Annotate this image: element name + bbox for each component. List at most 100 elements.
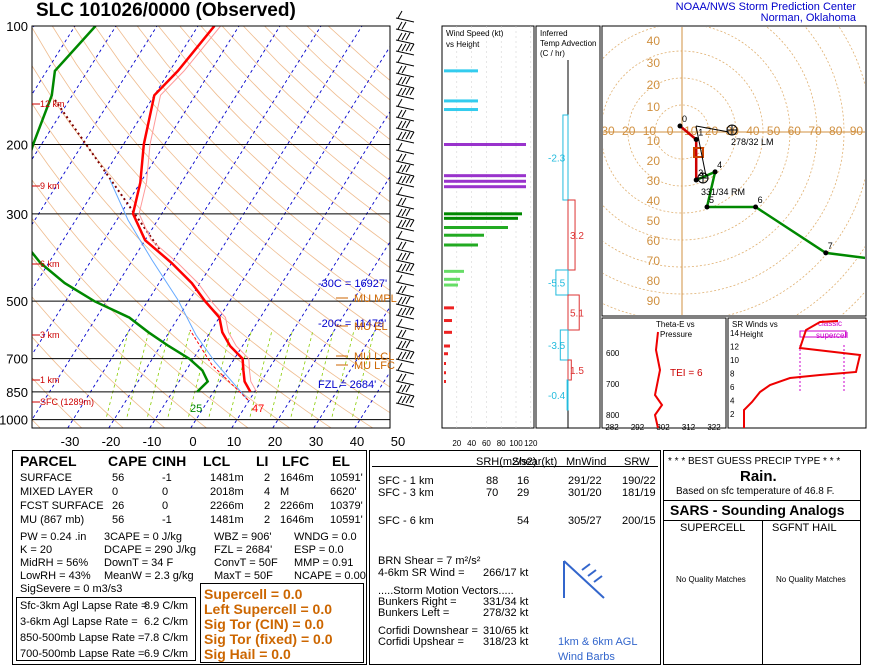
wind-barb-shaft [395,182,415,188]
advection-value: 3.2 [570,231,584,242]
sig-param: Sig Tor (fixed) = 0.0 [204,631,333,647]
wind-barb-flag [405,340,411,349]
advection-box [567,199,576,271]
srwinds-subtitle: Height [740,330,764,339]
wind-panel-subtitle: vs Height [446,40,480,49]
thetae-x-label: 322 [707,423,721,432]
dry-adiabat [32,26,390,388]
corfidi-up-label: Corfidi Upshear = [378,636,464,648]
height-label: 1 km [40,375,60,385]
lapse-value: 6.2 C/km [144,616,189,628]
barb-label-2: Wind Barbs [558,651,615,663]
wind-tick-label: 120 [524,439,538,448]
wind-tick-label: 20 [452,439,461,448]
hodo-y-label: 10 [647,100,661,114]
wind-speed-bar [444,361,446,365]
wind-barb-flag [397,230,403,239]
bunkers-left-label: Bunkers Left = [378,607,450,619]
index-cell: NCAPE = 0.00 [294,570,366,582]
hodo-point [823,250,829,256]
lapse-label: 700-500mb Lapse Rate = [20,648,145,660]
dry-adiabat [179,26,390,224]
advection-title-line: (C / hr) [540,49,565,58]
bunkers-lm-line [695,125,730,133]
wind-barb-shaft [395,83,415,89]
pressure-label: 500 [6,294,28,309]
hodo-x-label: 60 [788,124,802,138]
hodo-y-label: 70 [647,254,661,268]
kinematic-header: Shear(kt) [512,456,558,468]
thetae-line [653,331,664,429]
parcel-cell: 0 [112,486,119,498]
wind-barb-flag [405,395,411,404]
thetae-x-label: 292 [631,423,645,432]
lapse-label: 3-6km Agl Lapse Rate = [20,616,138,628]
sr-wind-value: 266/17 kt [483,567,529,579]
wind-barb-flag [405,43,411,52]
wind-barb-flag [397,153,403,162]
credit-line2: Norman, Oklahoma [760,12,856,24]
srwinds-y-label: 12 [730,343,739,352]
virtual-temp-line [138,26,258,393]
hodo-x-label: 50 [767,124,781,138]
parcel-cell: 10591' [330,514,363,526]
wind-barb-flag [397,186,403,195]
wind-barb-flag [409,263,415,272]
precip-type: Rain. [740,468,777,485]
dry-adiabat [32,256,207,428]
index-cell: WNDG = 0.0 [294,531,357,543]
wind-speed-bar [444,380,446,384]
credit-line1: NOAA/NWS Storm Prediction Center [675,1,856,13]
wind-barb-flag [397,76,403,85]
kinematic-header: SRW [624,456,650,468]
corfidi-up-value: 318/23 kt [483,636,529,648]
hodo-point-label: 0 [682,114,687,124]
parcel-header: CINH [152,453,187,469]
isotherm [108,26,363,428]
wind-barb-shaft [395,127,415,133]
advection-title-line: Inferred [540,29,568,38]
advection-box [566,379,569,411]
advection-title-line: Temp Advection [540,39,596,48]
hodo-y-label: 80 [647,274,661,288]
wind-tick-label: 80 [497,439,506,448]
agl-wind-barbs [563,560,605,599]
wetbulb-20-label: -20C = 11479' [318,318,386,330]
mixing-ratio-line [105,332,129,420]
wind-barb-shaft [395,314,415,320]
thetae-x-label: 302 [656,423,670,432]
hodo-y-label: 30 [647,56,661,70]
wind-barb-flag [397,340,403,349]
hodo-x-label: 90 [850,124,864,138]
wind-barb-shaft [395,39,415,45]
wind-barb-flag [409,131,415,140]
mixing-ratio-line [269,332,293,420]
parcel-cell: FCST SURFACE [20,500,104,512]
hodo-point [693,137,699,142]
corfidi-marker [693,147,704,158]
wind-barb-shaft [395,292,415,298]
index-cell: MMP = 0.91 [294,557,354,569]
wind-barb-flag [397,219,403,228]
dry-adiabat [32,102,374,428]
wind-barb-flag [397,10,403,19]
page-title: SLC 101026/0000 (Observed) [36,0,296,21]
thetae-y-label: 600 [606,349,620,358]
wind-barb-flag [397,142,403,151]
wind-barb-flag [405,263,411,272]
wind-barb-flag [397,54,403,63]
wind-barb-flag [409,219,415,228]
parcel-header: LI [256,453,269,469]
hodo-point-label: 5 [709,195,714,205]
temp-tick-label: 40 [350,434,364,448]
kinematics-panel [369,450,661,665]
hodo-y-label: 90 [647,294,661,308]
barb-6km-shaft [563,560,605,599]
wind-speed-bar [444,143,526,147]
wind-barb-flag [409,175,415,184]
hodo-y-label: 10 [647,134,661,148]
wind-barb-shaft [395,160,415,166]
wind-barb-flag [401,164,407,173]
kinematic-cell: 305/27 [568,515,602,527]
index-cell: K = 20 [20,544,53,556]
